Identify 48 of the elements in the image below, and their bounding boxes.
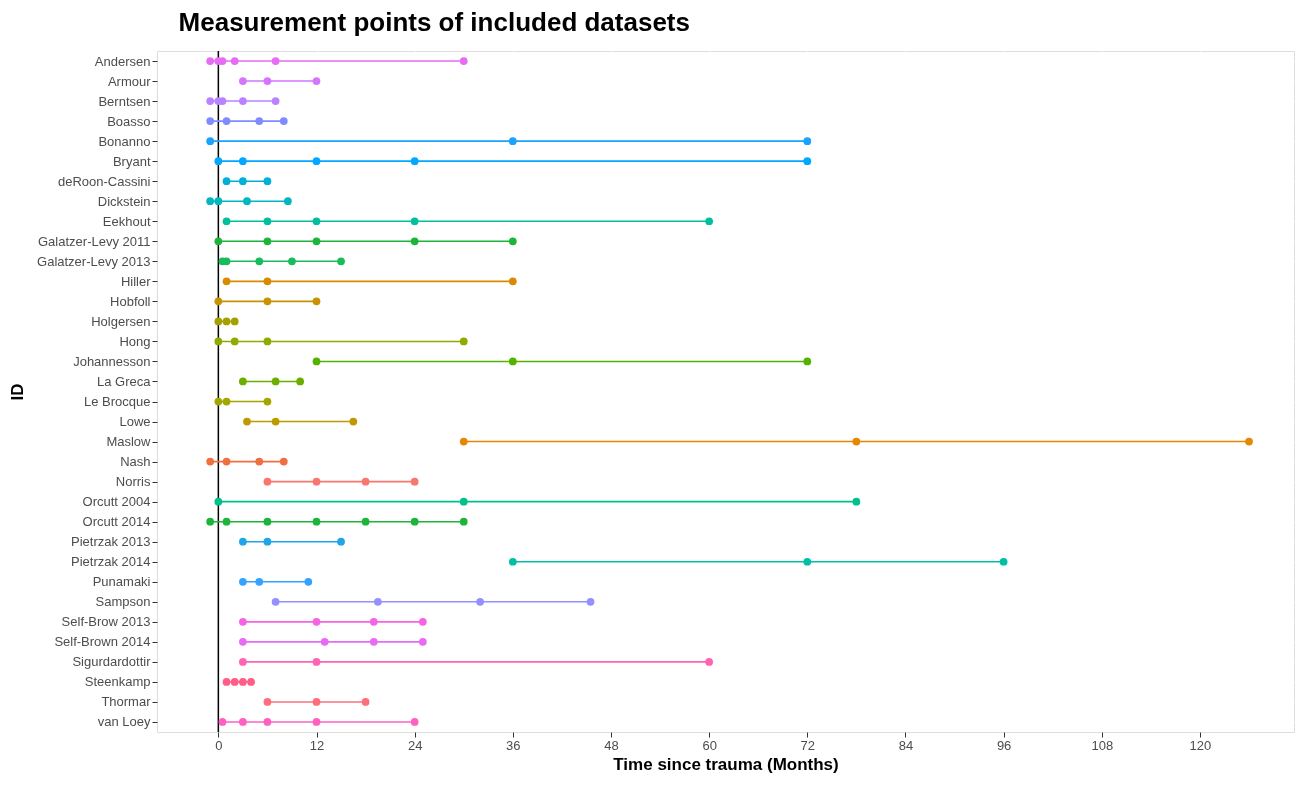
y-tick-label: Orcutt 2014 xyxy=(82,514,151,530)
y-tick-label: Hong xyxy=(119,333,151,349)
x-tick-label: 0 xyxy=(215,737,223,753)
y-tick-label: Galatzer-Levy 2011 xyxy=(38,233,151,249)
y-tick-label: Berntsen xyxy=(98,93,151,109)
y-tick-label: Orcutt 2004 xyxy=(82,494,151,510)
y-tick-label: Steenkamp xyxy=(84,674,151,690)
x-tick-label: 108 xyxy=(1091,737,1114,753)
y-tick-label: Nash xyxy=(120,454,151,470)
y-tick-label: Dickstein xyxy=(97,193,151,209)
x-tick-label: 120 xyxy=(1189,737,1212,753)
y-tick-label: Norris xyxy=(115,474,151,490)
y-tick-label: Punamaki xyxy=(92,574,151,590)
y-tick-label: Johannesson xyxy=(73,353,151,369)
y-tick-label: Sigurdardottir xyxy=(72,654,152,670)
x-axis-title: Time since trauma (Months) xyxy=(613,754,839,774)
y-tick-label: Lowe xyxy=(119,414,151,430)
x-tick-label: 96 xyxy=(996,737,1012,753)
y-tick-label: Eekhout xyxy=(102,213,151,229)
x-tick-label: 36 xyxy=(506,737,521,753)
y-tick-label: Bonanno xyxy=(98,133,151,149)
x-tick-label: 60 xyxy=(702,737,717,753)
y-tick-label: Bryant xyxy=(112,153,151,169)
x-tick-label: 24 xyxy=(407,737,423,753)
y-tick-label: deRoon-Cassini xyxy=(58,173,151,189)
x-tick-label: 48 xyxy=(604,737,619,753)
y-tick-label: Pietrzak 2013 xyxy=(71,534,151,550)
y-tick-label: La Greca xyxy=(97,373,152,389)
y-tick-label: Hobfoll xyxy=(110,293,151,309)
y-tick-label: Self-Brown 2014 xyxy=(54,634,151,650)
y-tick-label: Andersen xyxy=(94,53,151,69)
y-tick-label: Self-Brow 2013 xyxy=(61,614,151,630)
y-tick-label: Hiller xyxy=(120,273,152,289)
y-tick-label: Boasso xyxy=(107,113,151,129)
x-tick-label: 12 xyxy=(309,737,325,753)
y-tick-label: Thormar xyxy=(101,694,152,710)
y-axis-title: ID xyxy=(8,383,28,401)
y-tick-label: Armour xyxy=(107,73,152,89)
x-tick-label: 84 xyxy=(898,737,914,753)
x-tick-label: 72 xyxy=(800,737,816,753)
y-tick-label: Pietrzak 2014 xyxy=(71,554,151,570)
y-tick-label: Galatzer-Levy 2013 xyxy=(37,253,151,269)
y-tick-label: van Loey xyxy=(97,714,151,730)
y-tick-label: Le Brocque xyxy=(84,394,151,410)
y-tick-label: Holgersen xyxy=(91,313,151,329)
y-tick-label: Sampson xyxy=(95,594,151,610)
y-tick-label: Maslow xyxy=(106,434,152,450)
chart-title: Measurement points of included datasets xyxy=(178,7,690,38)
